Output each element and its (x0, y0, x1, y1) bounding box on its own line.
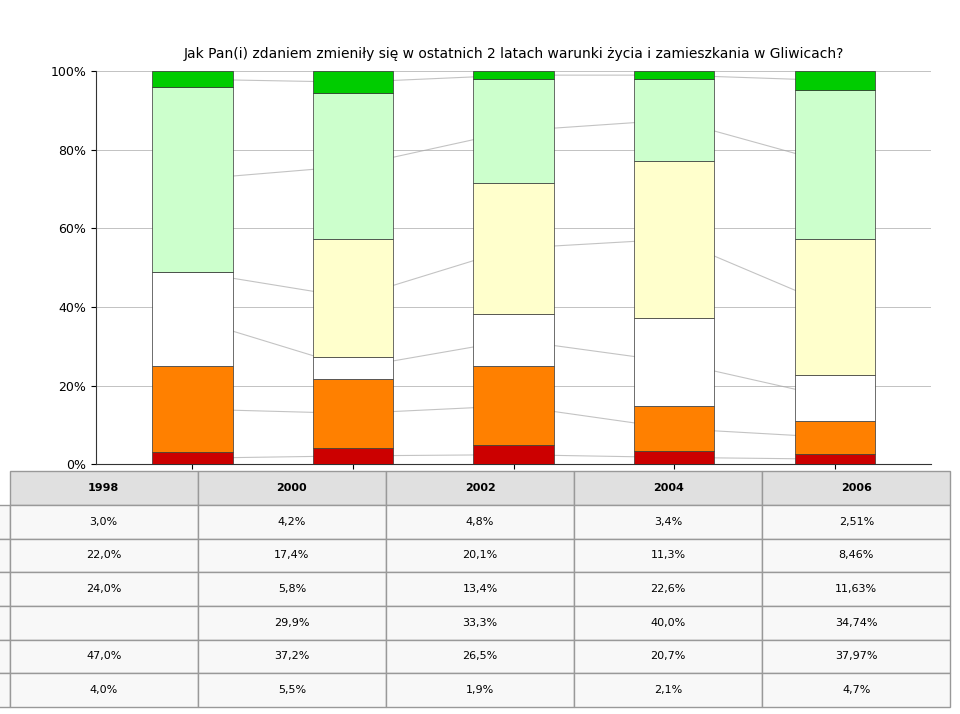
Bar (473, 366, 554, 446)
Bar (795, 421, 875, 454)
Bar (795, 376, 875, 421)
Bar (795, 454, 875, 464)
Bar (473, 79, 554, 183)
Bar (473, 313, 554, 366)
Bar (473, 183, 554, 313)
Bar (313, 71, 394, 93)
Bar (634, 406, 714, 451)
Bar (795, 71, 875, 90)
Bar (313, 93, 394, 239)
Bar (313, 239, 394, 356)
Bar (795, 239, 875, 376)
Bar (313, 379, 394, 448)
Bar (153, 453, 232, 464)
Bar (634, 318, 714, 406)
Bar (634, 451, 714, 464)
Bar (634, 161, 714, 318)
Bar (473, 446, 554, 464)
Bar (153, 87, 232, 272)
Bar (153, 71, 232, 87)
Bar (634, 71, 714, 79)
Title: Jak Pan(i) zdaniem zmieniły się w ostatnich 2 latach warunki życia i zamieszkani: Jak Pan(i) zdaniem zmieniły się w ostatn… (183, 46, 844, 61)
Bar (634, 79, 714, 161)
Bar (795, 90, 875, 239)
Bar (153, 366, 232, 453)
Bar (313, 448, 394, 464)
Bar (313, 356, 394, 379)
Bar (153, 272, 232, 366)
Bar (473, 71, 554, 79)
